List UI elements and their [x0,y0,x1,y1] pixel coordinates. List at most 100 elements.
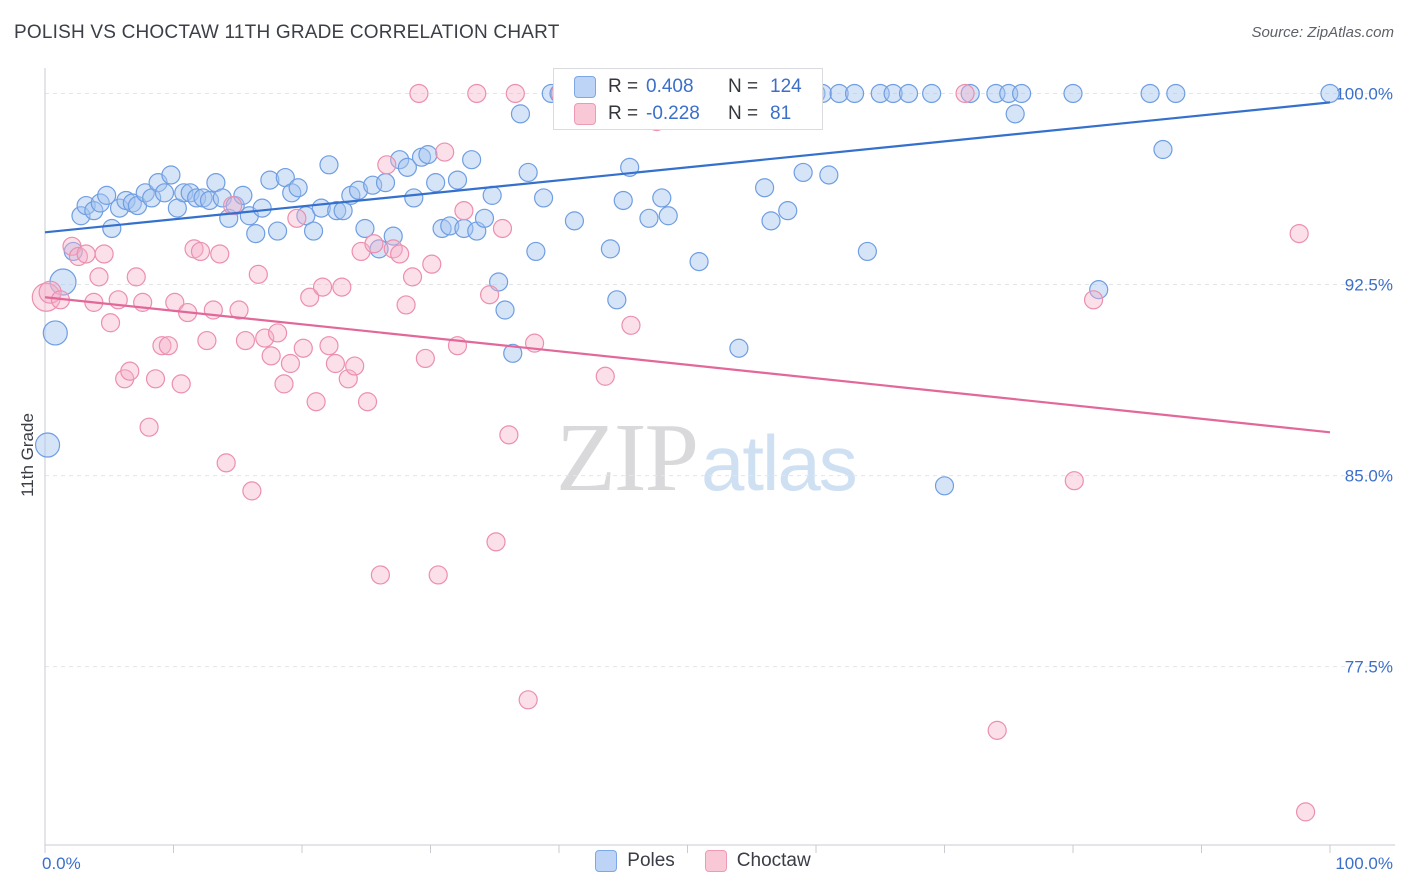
choctaw-point-60 [428,565,448,585]
poles-point-9 [102,218,122,239]
poles-point-82 [639,208,659,228]
poles-point-45 [348,180,369,200]
poles-point-7 [90,193,110,213]
poles-r-label: R = [608,76,639,97]
y-tick-label-2: 85.0% [1345,467,1393,486]
choctaw-r-label: R = [608,103,639,124]
legend-item-choctaw[interactable]: Choctaw [704,850,811,872]
choctaw-point-40 [300,287,320,307]
choctaw-point-42 [312,277,333,297]
poles-point-55 [418,145,438,165]
poles-point-8 [97,185,117,205]
choctaw-point-7 [89,267,109,287]
choctaw-point-56 [402,267,423,287]
y-tick-label-0: 100.0% [1335,84,1393,103]
choctaw-point-78 [1064,471,1084,491]
poles-point-118 [1166,83,1186,104]
poles-point-66 [495,300,515,320]
poles-point-49 [375,173,396,193]
legend-poles-swatch [595,850,618,872]
poles-point-34 [267,221,288,241]
poles-n-label: N = [728,76,759,97]
choctaw-point-38 [287,208,307,228]
poles-point-101 [829,83,849,104]
choctaw-point-12 [120,361,140,381]
poles-point-70 [526,241,546,262]
choctaw-point-35 [267,323,288,343]
x-tick-label-1: 100.0% [1335,854,1393,873]
poles-point-29 [233,185,253,205]
source-label: Source: ZipAtlas.com [1251,24,1394,41]
choctaw-point-8 [94,244,114,264]
poles-point-115 [1089,280,1109,300]
choctaw-point-79 [1083,290,1104,310]
poles-point-63 [474,208,495,228]
poles-point-93 [761,211,781,231]
poles-point-92 [754,178,775,198]
choctaw-point-45 [332,277,352,297]
stats-row-poles: R = 0.408 N = 124 [574,74,802,100]
y-tick-label-1: 92.5% [1345,276,1393,295]
choctaw-point-28 [223,195,243,216]
poles-point-71 [533,188,554,208]
legend: Poles Choctaw [0,850,1406,872]
poles-point-119 [1320,83,1340,104]
poles-point-58 [440,216,460,236]
choctaw-point-4 [68,246,89,267]
poles-point-56 [426,173,446,193]
choctaw-point-39 [293,338,313,358]
poles-point-117 [1153,139,1173,160]
choctaw-point-17 [152,336,172,356]
choctaw-point-44 [325,353,346,374]
choctaw-point-15 [139,417,159,437]
chart-title: POLISH VS CHOCTAW 11TH GRADE CORRELATION… [14,22,560,43]
poles-point-12 [122,193,142,213]
choctaw-point-61 [435,142,455,162]
poles-n-value: 124 [770,76,802,97]
choctaw-n-label: N = [728,103,759,124]
poles-point-83 [652,188,672,208]
poles-point-32 [252,198,272,218]
choctaw-point-9 [100,313,121,333]
choctaw-point-31 [242,481,262,501]
choctaw-point-68 [499,425,519,445]
poles-point-97 [793,162,813,183]
choctaw-point-52 [377,155,397,175]
poles-point-33 [260,170,280,190]
choctaw-point-37 [280,353,301,374]
legend-poles-label: Poles [627,850,675,871]
poles-point-77 [600,239,621,259]
poles-r-value: 0.408 [646,76,694,97]
choctaw-point-66 [486,532,506,552]
poles-swatch [574,76,596,98]
poles-point-52 [397,157,417,177]
poles-point-84 [658,206,678,226]
choctaw-point-59 [422,254,442,274]
choctaw-point-13 [126,267,146,287]
poles-point-20 [174,183,194,203]
legend-choctaw-label: Choctaw [736,850,811,871]
poles-point-51 [390,150,410,170]
choctaw-point-47 [345,356,365,376]
poles-point-69 [518,162,538,183]
poles-point-36 [282,183,302,203]
watermark: ZIPatlas [556,402,858,514]
choctaw-point-70 [518,690,538,710]
choctaw-point-57 [409,83,429,104]
legend-item-poles[interactable]: Poles [595,850,675,872]
poles-point-21 [180,183,200,203]
choctaw-swatch [574,103,596,125]
poles-point-37 [288,178,308,198]
poles-trend-line [44,101,1331,234]
choctaw-point-23 [190,241,211,262]
poles-point-61 [462,150,482,170]
choctaw-point-77 [987,720,1007,740]
choctaw-point-53 [383,239,403,259]
choctaw-point-80 [1289,223,1309,244]
poles-point-6 [84,201,104,221]
poles-point-100 [819,165,839,185]
choctaw-point-24 [197,330,217,351]
choctaw-point-74 [621,315,641,335]
poles-point-109 [960,83,980,104]
poles-point-31 [246,223,266,244]
